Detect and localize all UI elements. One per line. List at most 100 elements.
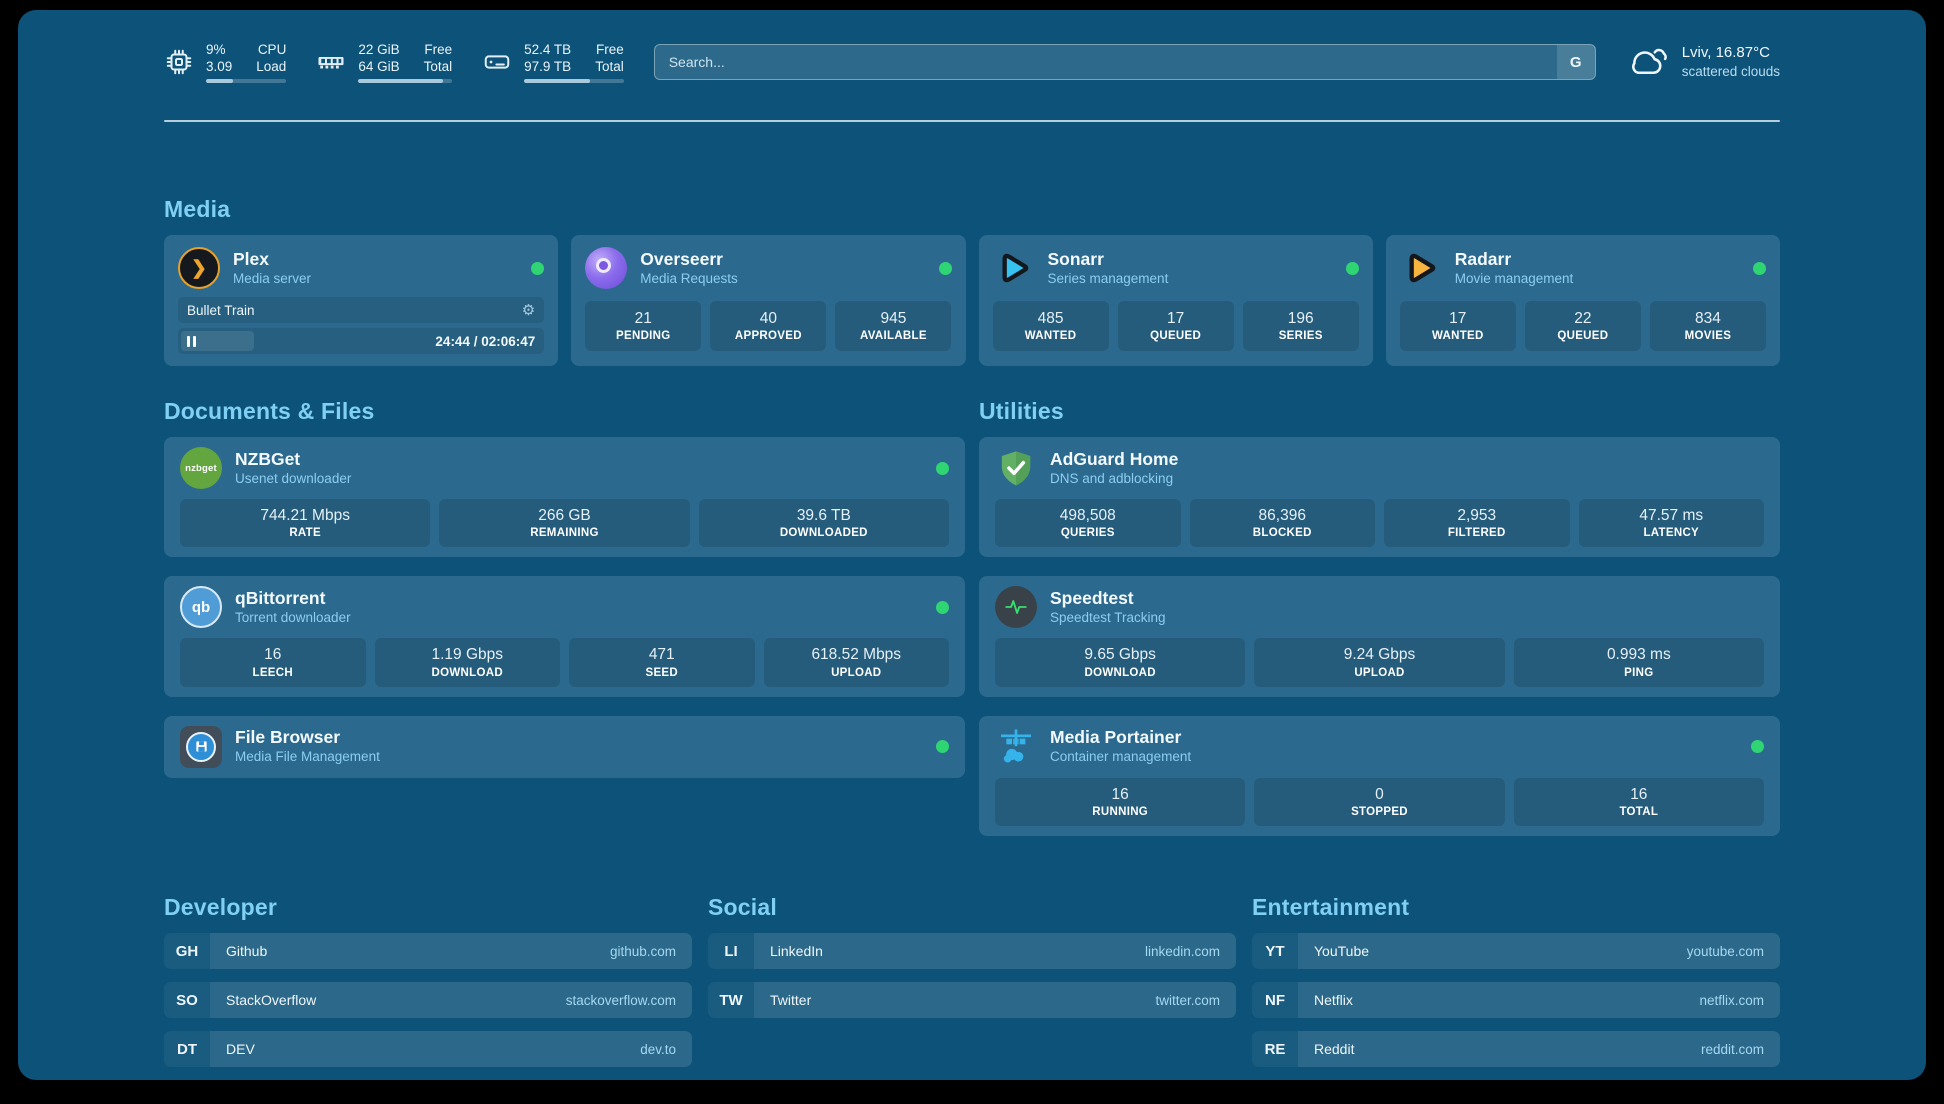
disk-widget: 52.4 TB 97.9 TB Free Total (482, 41, 624, 84)
qbittorrent-card[interactable]: qb qBittorrent Torrent downloader 16 LEEC… (164, 576, 965, 697)
bookmark-name: Reddit (1314, 1041, 1355, 1058)
memory-total-label: Total (423, 59, 453, 74)
disk-free-value: 52.4 TB (524, 41, 572, 57)
cpu-widget: 9% 3.09 CPU Load (164, 41, 287, 84)
plex-card[interactable]: ❯ Plex Media server Bullet Train ⚙ 24:44… (164, 235, 559, 366)
bookmark-abbr: SO (164, 982, 210, 1019)
cpu-load-label: Load (256, 59, 287, 74)
radarr-card[interactable]: Radarr Movie management 17 WANTED 22 QUEUE… (1385, 235, 1780, 366)
cloud-icon (1626, 40, 1670, 85)
bookmark-abbr: GH (164, 933, 210, 970)
memory-progress-bar (358, 79, 453, 84)
status-online-dot (936, 600, 949, 614)
utilities-section-title: Utilities (979, 398, 1064, 424)
filebrowser-icon (180, 725, 222, 768)
status-online-dot (936, 740, 949, 754)
bookmark-netflix[interactable]: NF Netflix netflix.com (1252, 982, 1780, 1019)
stat-latency: 47.57 ms LATENCY (1578, 499, 1764, 548)
entertainment-bookmarks-section: Entertainment YT YouTube youtube.com NF … (1252, 894, 1780, 1068)
bookmark-dev[interactable]: DT DEV dev.to (164, 1031, 692, 1068)
stat-downloaded: 39.6 TB DOWNLOADED (698, 499, 949, 548)
bookmark-url: youtube.com (1686, 943, 1764, 959)
bookmark-url: reddit.com (1700, 1041, 1764, 1057)
cpu-percent: 9% (206, 41, 226, 57)
bookmark-name: Twitter (770, 992, 812, 1009)
app-subtitle: Movie management (1454, 270, 1574, 286)
overseerr-card[interactable]: Overseerr Media Requests 21 PENDING 40 APP… (571, 235, 966, 366)
now-playing-progress-row: 24:44 / 02:06:47 (178, 328, 545, 354)
bookmark-twitter[interactable]: TW Twitter twitter.com (708, 982, 1236, 1019)
app-subtitle: Usenet downloader (235, 470, 352, 486)
sonarr-icon (993, 247, 1035, 289)
app-subtitle: Media File Management (235, 749, 380, 765)
memory-progress-fill (358, 79, 443, 84)
memory-free-label: Free (424, 41, 453, 57)
stat-blocked: 86,396 BLOCKED (1189, 499, 1375, 548)
stat-series: 196 SERIES (1242, 301, 1359, 352)
weather-location: Lviv, 16.87°C (1681, 44, 1770, 62)
app-name: qBittorrent (235, 588, 326, 608)
status-online-dot (936, 461, 949, 475)
adguard-card[interactable]: AdGuard Home DNS and adblocking 498,508 Q… (979, 437, 1780, 558)
bookmark-linkedin[interactable]: LI LinkedIn linkedin.com (708, 933, 1236, 970)
radarr-icon (1400, 247, 1442, 289)
search-input[interactable] (654, 45, 1557, 79)
pause-icon[interactable] (187, 335, 196, 347)
stat-queued: 17 QUEUED (1117, 301, 1234, 352)
app-subtitle: Container management (1050, 749, 1192, 765)
bookmark-reddit[interactable]: RE Reddit reddit.com (1252, 1031, 1780, 1068)
app-name: Speedtest (1050, 588, 1134, 608)
app-subtitle: Speedtest Tracking (1050, 609, 1166, 625)
speedtest-icon (995, 586, 1037, 629)
portainer-card[interactable]: Media Portainer Container management 16 R… (979, 715, 1780, 837)
portainer-icon (995, 726, 1037, 768)
bookmark-youtube[interactable]: YT YouTube youtube.com (1252, 933, 1780, 970)
social-section-title: Social (708, 894, 777, 921)
disk-total-label: Total (595, 59, 624, 74)
search-engine-button[interactable]: G (1556, 45, 1595, 79)
stat-approved: 40 APPROVED (710, 301, 827, 352)
app-subtitle: Media Requests (640, 270, 738, 286)
stat-upload: 618.52 Mbps UPLOAD (763, 638, 949, 687)
now-playing-title-row: Bullet Train ⚙ (178, 297, 545, 323)
app-name: Plex (233, 248, 269, 269)
stat-seed: 471 SEED (569, 638, 755, 687)
bookmark-github[interactable]: GH Github github.com (164, 933, 692, 970)
bookmark-name: LinkedIn (770, 943, 823, 960)
memory-free-value: 22 GiB (358, 41, 400, 57)
stat-leech: 16 LEECH (180, 638, 366, 687)
bookmark-name: StackOverflow (226, 992, 317, 1009)
disk-total-value: 97.9 TB (524, 59, 572, 74)
sonarr-card[interactable]: Sonarr Series management 485 WANTED 17 QUE… (978, 235, 1373, 366)
playback-progress-fill (181, 331, 255, 351)
speedtest-card[interactable]: Speedtest Speedtest Tracking 9.65 Gbps DO… (979, 576, 1780, 697)
gear-icon[interactable]: ⚙ (521, 301, 536, 319)
nzbget-card[interactable]: nzbget NZBGet Usenet downloader 744.21 M… (164, 437, 965, 558)
bookmark-name: YouTube (1314, 943, 1370, 960)
status-online-dot (531, 261, 545, 275)
media-section-title: Media (164, 196, 231, 222)
weather-condition: scattered clouds (1681, 63, 1780, 79)
stat-available: 945 AVAILABLE (835, 301, 952, 352)
app-name: Overseerr (640, 248, 723, 269)
cpu-icon (164, 47, 194, 77)
bookmark-url: stackoverflow.com (565, 992, 676, 1008)
developer-section-title: Developer (164, 894, 278, 921)
bookmark-abbr: TW (708, 982, 754, 1019)
status-online-dot (1753, 261, 1766, 275)
developer-bookmarks-section: Developer GH Github github.com SO StackO… (164, 894, 692, 1068)
stat-wanted: 17 WANTED (1399, 301, 1516, 352)
stat-movies: 834 MOVIES (1649, 301, 1766, 352)
disk-free-label: Free (595, 41, 624, 57)
filebrowser-card[interactable]: File Browser Media File Management (164, 715, 965, 778)
weather-widget: Lviv, 16.87°C scattered clouds (1626, 40, 1780, 85)
stat-wanted: 485 WANTED (992, 301, 1109, 352)
documents-section-title: Documents & Files (164, 398, 375, 424)
app-name: NZBGet (235, 448, 301, 469)
dashboard-page: 9% 3.09 CPU Load (18, 10, 1926, 1080)
app-subtitle: Series management (1047, 270, 1169, 286)
qbittorrent-icon: qb (180, 586, 222, 629)
bookmark-stackoverflow[interactable]: SO StackOverflow stackoverflow.com (164, 982, 692, 1019)
documents-section: Documents & Files nzbget NZBGet Usenet d… (164, 398, 965, 778)
